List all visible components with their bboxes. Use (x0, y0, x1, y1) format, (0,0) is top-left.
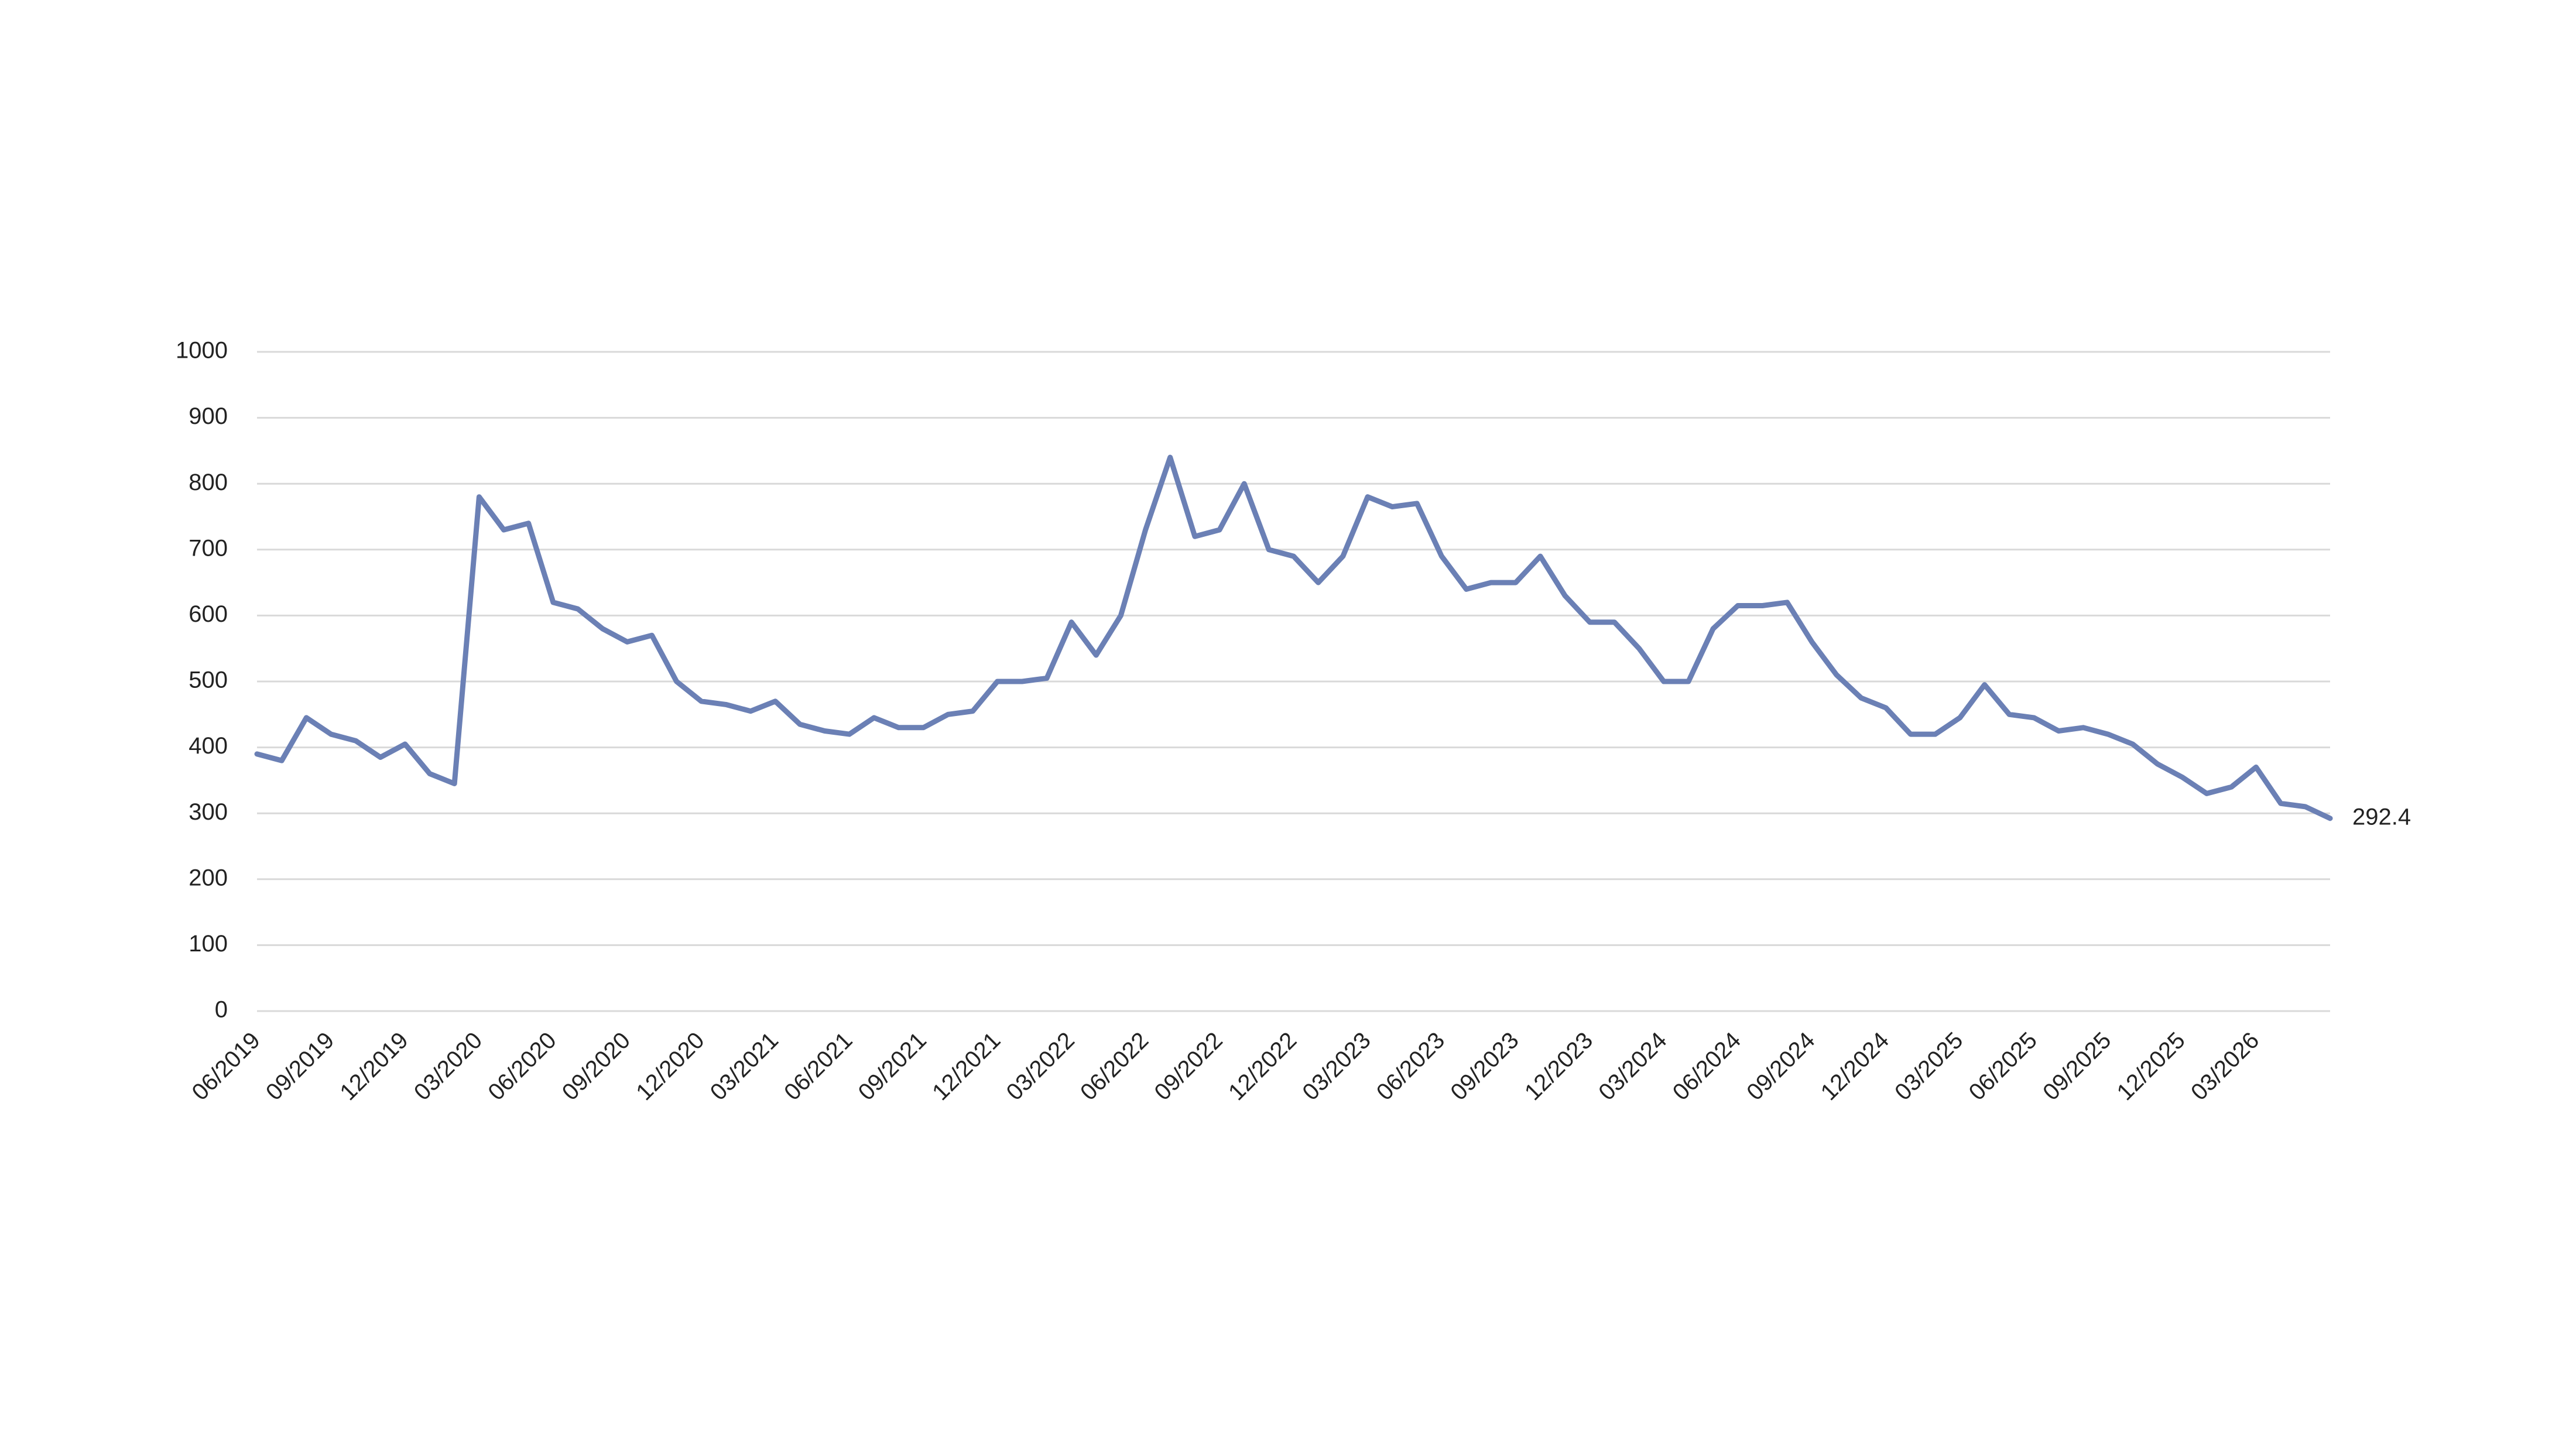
x-tick-label: 06/2022 (1075, 1027, 1153, 1105)
x-tick-label: 03/2021 (705, 1027, 783, 1105)
x-tick-label: 03/2024 (1594, 1027, 1671, 1105)
x-tick-label: 03/2026 (2186, 1027, 2264, 1105)
y-tick-label: 300 (189, 799, 228, 825)
y-tick-label: 500 (189, 667, 228, 693)
y-tick-label: 600 (189, 601, 228, 627)
end-value-label: 292.4 (2352, 804, 2411, 830)
x-tick-label: 09/2022 (1150, 1027, 1228, 1105)
x-tick-label: 09/2020 (557, 1027, 635, 1105)
y-tick-label: 400 (189, 733, 228, 759)
x-tick-label: 06/2020 (483, 1027, 561, 1105)
x-tick-label: 06/2019 (187, 1027, 265, 1105)
x-tick-label: 12/2019 (335, 1027, 413, 1105)
x-tick-label: 03/2025 (1890, 1027, 1968, 1105)
y-tick-label: 100 (189, 931, 228, 957)
x-tick-label: 06/2023 (1372, 1027, 1450, 1105)
y-tick-label: 200 (189, 865, 228, 890)
x-tick-label: 09/2023 (1445, 1027, 1523, 1105)
x-tick-label: 12/2023 (1520, 1027, 1598, 1105)
x-tick-label: 12/2024 (1816, 1027, 1894, 1105)
x-tick-label: 03/2020 (409, 1027, 487, 1105)
x-tick-label: 06/2021 (779, 1027, 857, 1105)
y-tick-label: 0 (215, 997, 228, 1023)
x-tick-label: 06/2025 (1964, 1027, 2042, 1105)
x-tick-label: 12/2021 (927, 1027, 1005, 1105)
y-tick-label: 700 (189, 535, 228, 561)
data-line (254, 454, 2333, 821)
y-tick-label: 1000 (176, 338, 228, 364)
x-tick-label: 06/2024 (1668, 1027, 1746, 1105)
x-tick-label: 03/2022 (1002, 1027, 1080, 1105)
x-tick-label: 03/2023 (1297, 1027, 1375, 1105)
x-tick-label: 09/2019 (261, 1027, 339, 1105)
x-tick-label: 09/2025 (2038, 1027, 2116, 1105)
x-tick-label: 12/2020 (631, 1027, 709, 1105)
x-tick-label: 12/2025 (2112, 1027, 2190, 1105)
y-tick-label: 900 (189, 403, 228, 429)
x-tick-label: 09/2021 (854, 1027, 931, 1105)
x-tick-label: 09/2024 (1742, 1027, 1820, 1105)
x-tick-label: 12/2022 (1224, 1027, 1301, 1105)
y-tick-label: 800 (189, 470, 228, 495)
